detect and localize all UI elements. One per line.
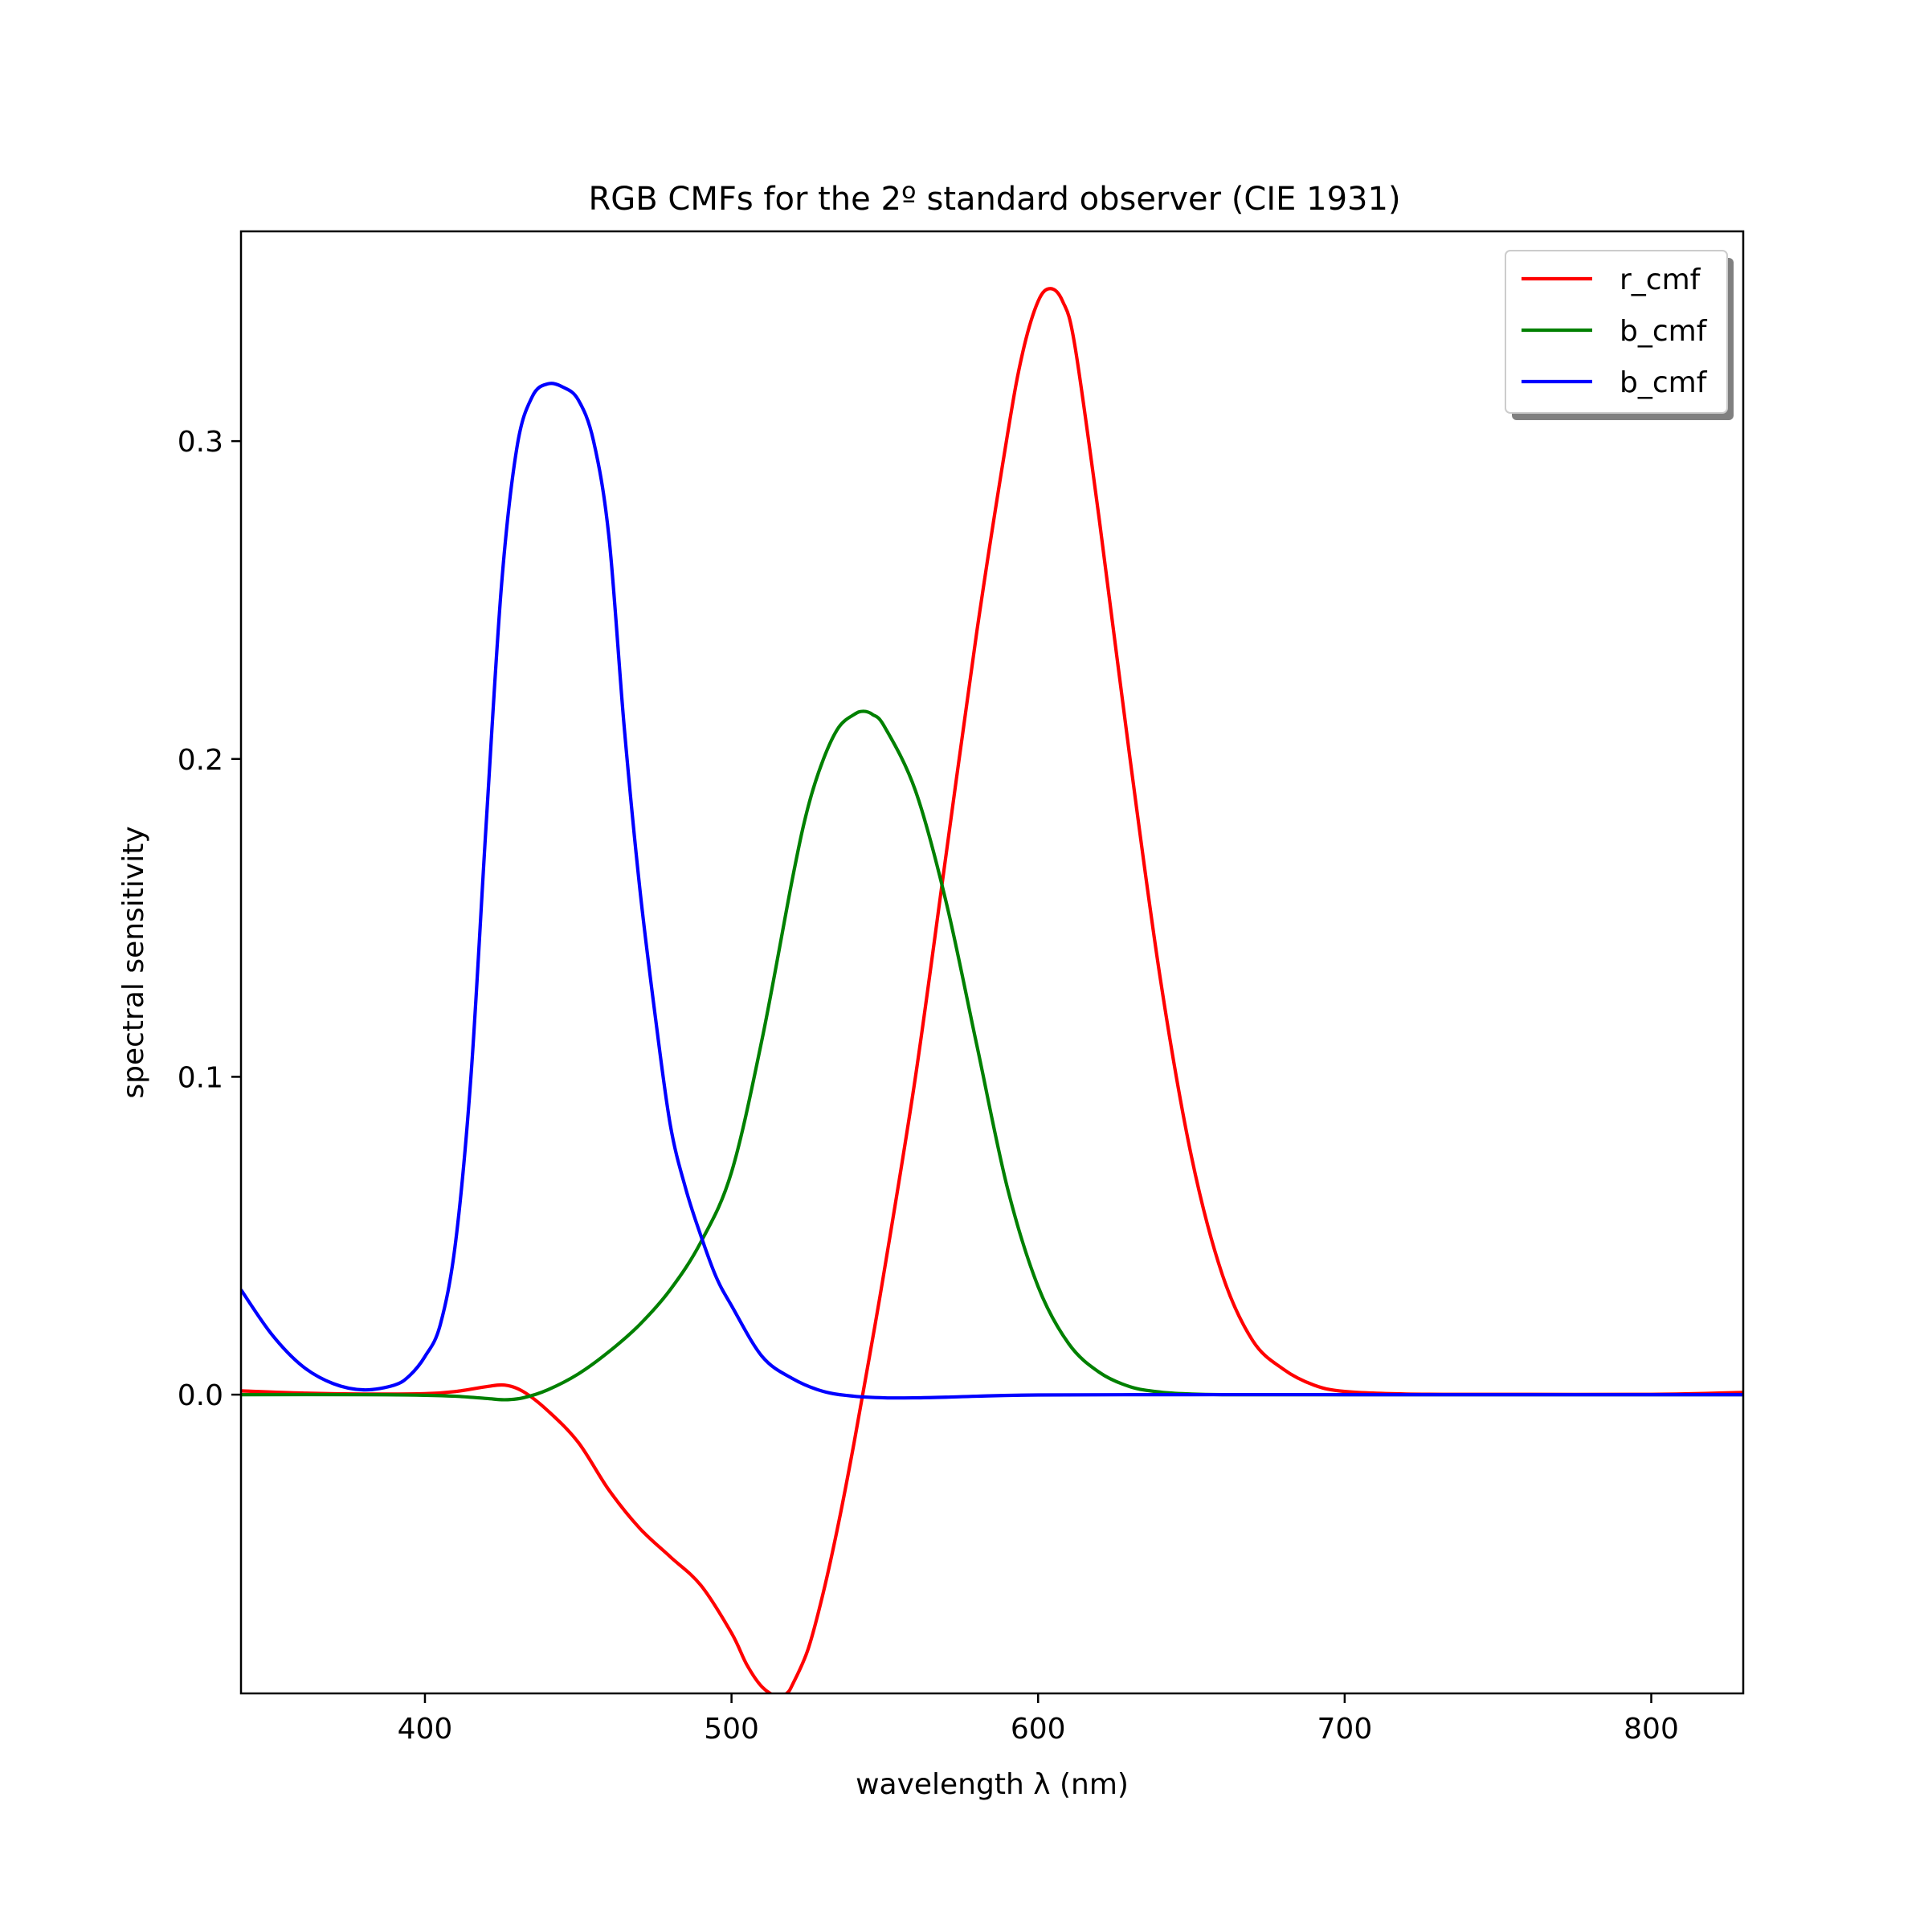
legend-label: b_cmf — [1620, 366, 1708, 399]
legend: r_cmf b_cmf b_cmf — [1505, 250, 1734, 420]
y-axis: 0.0 0.1 0.2 0.3 — [178, 426, 241, 1412]
x-tick-label: 500 — [704, 1713, 759, 1746]
y-tick-label: 0.0 — [178, 1379, 223, 1412]
legend-label: r_cmf — [1620, 263, 1701, 296]
series-line-1 — [241, 287, 1743, 1693]
chart-title: RGB CMFs for the 2º standard observer (C… — [588, 181, 1400, 218]
legend-label: b_cmf — [1620, 315, 1708, 348]
x-tick-label: 400 — [398, 1713, 453, 1746]
y-tick-label: 0.1 — [178, 1061, 223, 1094]
x-tick-label: 600 — [1011, 1713, 1066, 1746]
x-axis: 400 500 600 700 800 — [398, 1693, 1679, 1746]
series-line-3 — [241, 382, 1743, 1400]
x-tick-label: 700 — [1317, 1713, 1373, 1746]
y-axis-label: spectral sensitivity — [117, 826, 150, 1098]
y-tick-label: 0.3 — [178, 426, 223, 459]
series-line-2 — [241, 709, 1743, 1402]
series-layer — [241, 287, 1743, 1693]
legend-box — [1505, 250, 1728, 414]
plot-frame — [239, 230, 1745, 1695]
x-tick-label: 800 — [1624, 1713, 1679, 1746]
y-tick-label: 0.2 — [178, 744, 223, 777]
x-axis-label: wavelength λ (nm) — [856, 1768, 1129, 1801]
